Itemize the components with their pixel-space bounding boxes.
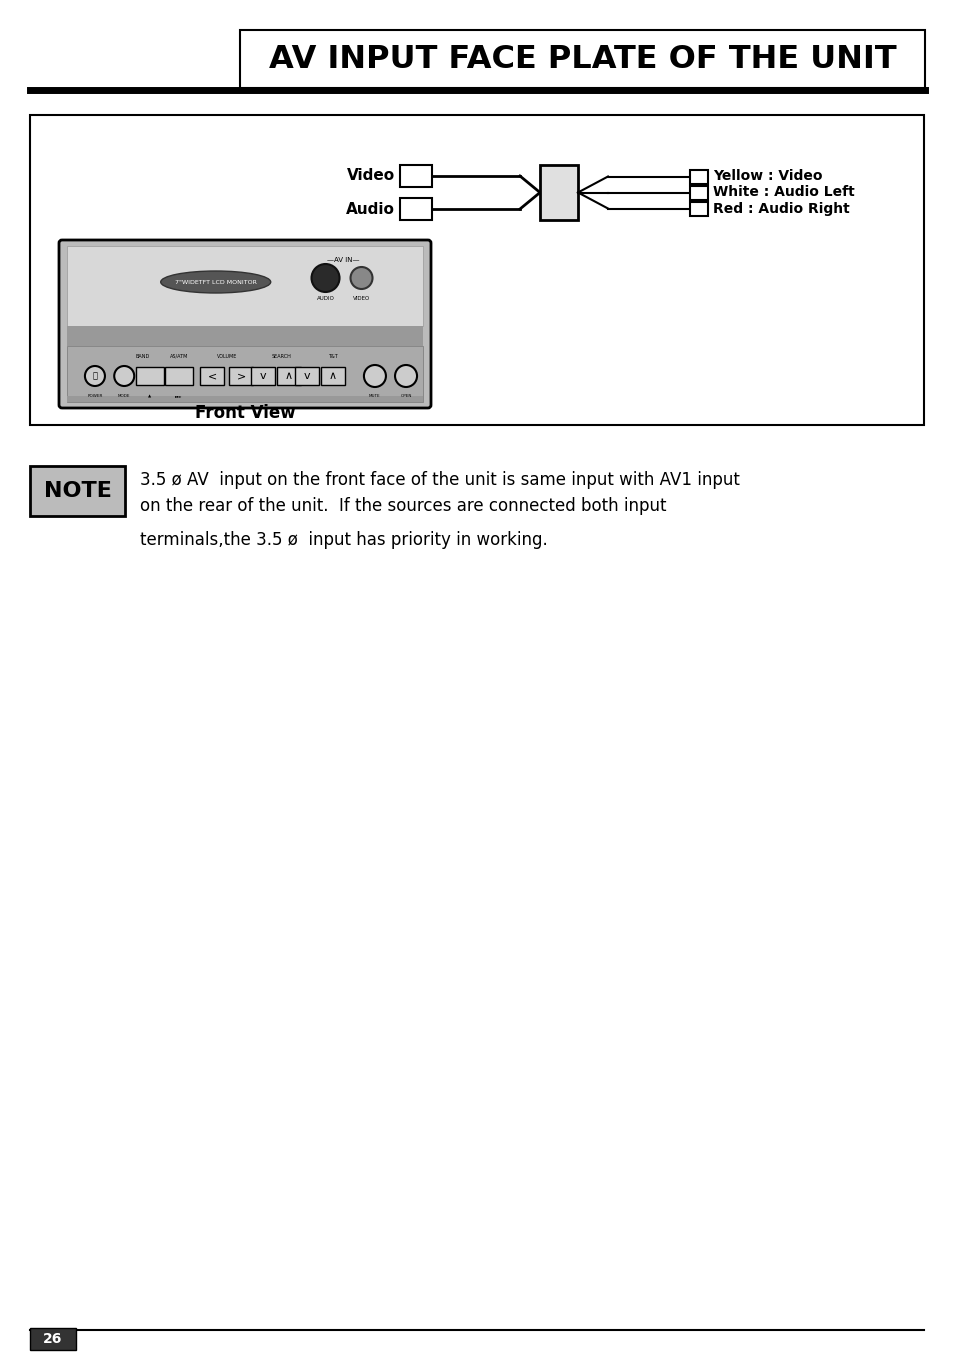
Circle shape <box>114 366 134 386</box>
Text: VIDEO: VIDEO <box>353 295 370 301</box>
Bar <box>30 1328 76 1350</box>
Circle shape <box>312 264 339 291</box>
Text: Yellow : Video: Yellow : Video <box>712 169 821 183</box>
Text: ⏻: ⏻ <box>92 371 97 381</box>
Text: >: > <box>236 371 246 381</box>
Circle shape <box>85 366 105 386</box>
Circle shape <box>395 364 416 388</box>
Text: BAND: BAND <box>135 354 150 359</box>
Text: 7"WIDEТFT LCD MONITOR: 7"WIDEТFT LCD MONITOR <box>174 279 256 285</box>
Bar <box>689 186 707 199</box>
Text: AS/ATM: AS/ATM <box>170 354 188 359</box>
Bar <box>165 367 193 385</box>
Bar <box>240 30 924 88</box>
Text: ▲: ▲ <box>148 394 152 398</box>
Bar <box>689 202 707 215</box>
Text: AUDIO: AUDIO <box>316 295 335 301</box>
Text: ∧: ∧ <box>329 371 336 381</box>
Text: v: v <box>260 371 266 381</box>
Text: MODE: MODE <box>118 394 131 398</box>
Text: Front View: Front View <box>194 404 295 421</box>
Text: ►▸▸: ►▸▸ <box>175 394 183 398</box>
Text: SEARCH: SEARCH <box>272 354 292 359</box>
Text: White : Audio Left: White : Audio Left <box>712 186 854 199</box>
Bar <box>539 165 578 220</box>
Text: <: < <box>207 371 216 381</box>
Text: OPEN: OPEN <box>400 394 412 398</box>
Ellipse shape <box>160 271 271 293</box>
Text: Video: Video <box>347 168 395 183</box>
Text: ∧: ∧ <box>285 371 293 381</box>
Circle shape <box>350 267 372 289</box>
Bar <box>276 367 300 385</box>
Text: —AV IN—: —AV IN— <box>327 257 359 263</box>
Bar <box>67 327 422 346</box>
Bar <box>294 367 319 385</box>
Bar <box>67 396 422 402</box>
Bar <box>30 466 125 516</box>
Bar <box>399 165 432 187</box>
Text: VOLUME: VOLUME <box>216 354 236 359</box>
Text: T&T: T&T <box>328 354 337 359</box>
Bar <box>67 346 422 402</box>
Bar <box>30 115 923 425</box>
FancyBboxPatch shape <box>59 240 431 408</box>
Text: Audio: Audio <box>346 202 395 217</box>
Bar <box>135 367 164 385</box>
Text: 3.5 ø AV  input on the front face of the unit is same input with AV1 input: 3.5 ø AV input on the front face of the … <box>140 472 740 489</box>
Text: on the rear of the unit.  If the sources are connected both input: on the rear of the unit. If the sources … <box>140 497 666 515</box>
Text: terminals,the 3.5 ø  input has priority in working.: terminals,the 3.5 ø input has priority i… <box>140 531 547 549</box>
Bar <box>251 367 275 385</box>
Bar <box>67 247 422 327</box>
Text: MUTE: MUTE <box>369 394 380 398</box>
Bar <box>200 367 224 385</box>
Bar <box>320 367 344 385</box>
Text: AV INPUT FACE PLATE OF THE UNIT: AV INPUT FACE PLATE OF THE UNIT <box>269 43 896 75</box>
Text: POWER: POWER <box>87 394 103 398</box>
Bar <box>399 198 432 220</box>
Bar <box>689 169 707 183</box>
Text: Red : Audio Right: Red : Audio Right <box>712 202 849 215</box>
Text: 26: 26 <box>43 1332 63 1346</box>
Text: NOTE: NOTE <box>44 481 112 501</box>
Bar <box>229 367 253 385</box>
Circle shape <box>363 364 386 388</box>
Text: v: v <box>304 371 311 381</box>
